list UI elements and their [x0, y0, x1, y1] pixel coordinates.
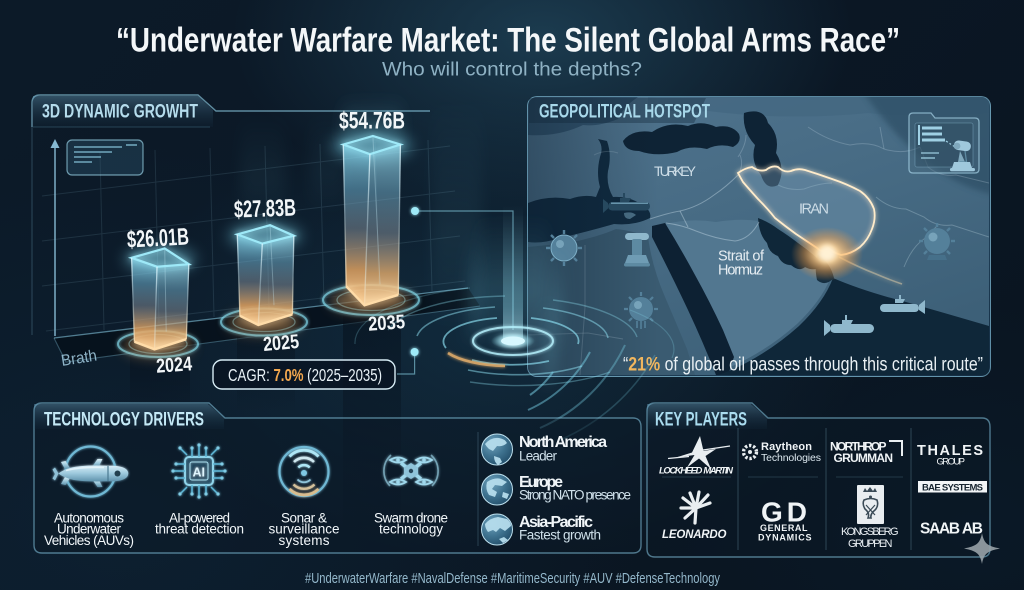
svg-text:GENERAL: GENERAL — [760, 523, 809, 533]
svg-text:Vehicles (AUVs): Vehicles (AUVs) — [44, 533, 134, 548]
svg-text:“Underwater Warfare Market: Th: “Underwater Warfare Market: The Silent G… — [116, 22, 900, 60]
svg-text:GRUPPEN: GRUPPEN — [848, 538, 893, 550]
svg-text:Asia-Pacific: Asia-Pacific — [519, 514, 593, 531]
svg-text:Brath: Brath — [60, 348, 98, 370]
svg-text:$26.01B: $26.01B — [126, 223, 189, 253]
svg-text:Sonar &: Sonar & — [281, 511, 327, 526]
svg-text:Autonomous: Autonomous — [54, 511, 124, 526]
svg-text:threat detection: threat detection — [155, 522, 244, 537]
svg-text:technology: technology — [379, 522, 443, 537]
svg-text:AI-powered: AI-powered — [169, 511, 230, 526]
svg-text:Underwater: Underwater — [57, 522, 122, 537]
svg-text:systems: systems — [279, 533, 330, 548]
svg-text:surveillance: surveillance — [269, 522, 340, 537]
svg-text:NORTHROP: NORTHROP — [830, 440, 887, 454]
svg-text:LEONARDO: LEONARDO — [662, 529, 728, 541]
svg-text:TECHNOLOGY DRIVERS: TECHNOLOGY DRIVERS — [44, 410, 204, 431]
svg-text:IRAN: IRAN — [799, 202, 829, 218]
svg-text:Leader: Leader — [519, 449, 558, 464]
svg-text:Europe: Europe — [519, 474, 563, 491]
svg-text:TURKEY: TURKEY — [654, 163, 697, 179]
svg-text:North America: North America — [519, 434, 607, 451]
svg-text:3D DYNAMIC GROWHT: 3D DYNAMIC GROWHT — [42, 102, 198, 123]
svg-text:BAE SYSTEMS: BAE SYSTEMS — [922, 482, 983, 493]
svg-text:SAAB AB: SAAB AB — [920, 521, 983, 538]
svg-text:#UnderwaterWarfare #NavalDefen: #UnderwaterWarfare #NavalDefense #Mariti… — [305, 570, 720, 587]
svg-text:Raytheon: Raytheon — [761, 441, 812, 453]
svg-text:LOCKHEED MARTIN: LOCKHEED MARTIN — [659, 466, 734, 477]
svg-text:2024: 2024 — [155, 353, 193, 378]
svg-text:Strait of: Strait of — [718, 249, 765, 265]
svg-text:THALES: THALES — [917, 443, 986, 459]
svg-text:DYNAMICS: DYNAMICS — [758, 533, 813, 543]
svg-text:2035: 2035 — [367, 311, 405, 336]
svg-text:“21% of global oil passes thro: “21% of global oil passes through this c… — [623, 354, 983, 376]
svg-text:Hormuz: Hormuz — [718, 263, 763, 279]
svg-text:AI: AI — [193, 466, 206, 480]
svg-text:CAGR: 7.0% (2025–2035): CAGR: 7.0% (2025–2035) — [228, 365, 382, 385]
svg-text:2025: 2025 — [262, 331, 300, 356]
svg-text:KONGSBERG: KONGSBERG — [841, 526, 899, 538]
svg-text:Fastest growth: Fastest growth — [519, 528, 601, 543]
svg-text:Swarm drone: Swarm drone — [374, 511, 448, 526]
svg-text:Who will control the depths?: Who will control the depths? — [382, 59, 642, 81]
svg-text:Technologies: Technologies — [761, 452, 821, 464]
svg-text:Strong NATO presence: Strong NATO presence — [519, 488, 631, 503]
svg-text:$27.83B: $27.83B — [234, 194, 297, 223]
svg-text:KEY PLAYERS: KEY PLAYERS — [655, 410, 747, 431]
svg-text:GROUP: GROUP — [937, 457, 968, 468]
svg-text:GEOPOLITICAL HOTSPOT: GEOPOLITICAL HOTSPOT — [539, 102, 710, 123]
svg-text:$54.76B: $54.76B — [339, 108, 405, 135]
svg-text:GRUMMAN: GRUMMAN — [834, 451, 894, 465]
